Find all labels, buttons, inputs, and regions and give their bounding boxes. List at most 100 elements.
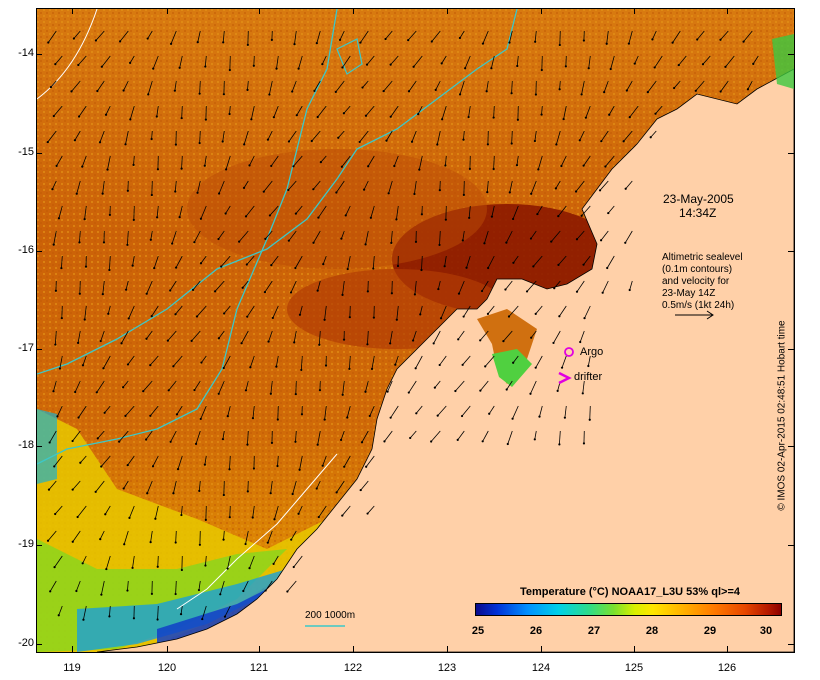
velocity-arrow-head <box>430 440 433 443</box>
velocity-arrow-icon <box>530 230 537 239</box>
velocity-arrow-head <box>267 340 270 343</box>
velocity-arrow-icon <box>132 555 135 568</box>
velocity-arrow-head <box>558 88 561 91</box>
velocity-arrow-head <box>101 192 104 195</box>
velocity-arrow-head <box>102 367 105 370</box>
velocity-arrow-icon <box>437 280 441 290</box>
velocity-arrow-icon <box>229 105 231 115</box>
velocity-arrow-icon <box>295 205 303 214</box>
velocity-arrow-icon <box>655 105 663 114</box>
velocity-arrow-head <box>204 118 207 121</box>
velocity-arrow-head <box>222 493 225 497</box>
velocity-arrow-icon <box>167 330 177 341</box>
velocity-arrow-head <box>167 389 170 392</box>
velocity-arrow-head <box>444 218 447 221</box>
time-label: 14:34Z <box>679 206 717 220</box>
velocity-arrow-icon <box>576 230 585 240</box>
velocity-arrow-head <box>178 216 181 219</box>
velocity-arrow-head <box>412 65 415 68</box>
velocity-arrow-head <box>106 168 109 171</box>
velocity-arrow-icon <box>238 230 249 242</box>
velocity-arrow-icon <box>367 330 369 345</box>
velocity-arrow-head <box>367 165 370 168</box>
velocity-arrow-head <box>127 317 130 320</box>
velocity-arrow-icon <box>54 330 57 345</box>
velocity-arrow-head <box>438 243 441 247</box>
y-tick-label: -19 <box>18 538 34 550</box>
velocity-arrow-head <box>71 439 74 443</box>
velocity-arrow-icon <box>550 230 561 242</box>
velocity-arrow-icon <box>582 380 585 394</box>
colorbar-tick-label: 29 <box>703 625 717 637</box>
velocity-arrow-head <box>262 190 265 193</box>
velocity-arrow-head <box>364 114 368 117</box>
velocity-arrow-icon <box>626 80 633 91</box>
velocity-arrow-icon <box>491 55 495 69</box>
velocity-arrow-icon <box>390 230 393 243</box>
velocity-arrow-icon <box>634 55 639 64</box>
velocity-arrow-head <box>605 42 608 45</box>
velocity-arrow-icon <box>268 330 273 342</box>
velocity-arrow-head <box>252 467 256 470</box>
velocity-arrow-icon <box>365 105 375 116</box>
velocity-arrow-icon <box>414 180 417 195</box>
velocity-arrow-head <box>316 115 319 119</box>
velocity-arrow-icon <box>127 455 135 466</box>
colorbar-tick-label: 27 <box>587 625 601 637</box>
velocity-arrow-head <box>266 541 269 544</box>
velocity-arrow-head <box>53 465 56 468</box>
velocity-arrow-icon <box>74 130 81 141</box>
velocity-arrow-head <box>51 188 54 191</box>
velocity-arrow-icon <box>479 330 489 341</box>
velocity-arrow-head <box>654 112 657 115</box>
colorbar-title: Temperature (°C) NOAA17_L3U 53% ql>=4 <box>520 586 740 598</box>
velocity-arrow-icon <box>129 55 135 64</box>
velocity-arrow-head <box>249 366 252 369</box>
velocity-arrow-icon <box>199 130 201 144</box>
velocity-arrow-head <box>174 190 177 193</box>
velocity-arrow-head <box>244 542 247 546</box>
velocity-arrow-head <box>149 540 152 544</box>
velocity-arrow-head <box>677 63 680 67</box>
velocity-arrow-icon <box>265 230 273 240</box>
velocity-arrow-head <box>169 440 172 443</box>
x-tick-mark <box>259 646 260 652</box>
velocity-arrow-head <box>315 42 318 45</box>
velocity-arrow-head <box>492 116 495 119</box>
velocity-arrow-icon <box>558 255 567 266</box>
velocity-arrow-head <box>382 89 385 93</box>
velocity-arrow-icon <box>293 155 303 167</box>
velocity-arrow-head <box>364 390 367 393</box>
velocity-arrow-head <box>193 388 196 392</box>
velocity-arrow-icon <box>421 255 423 270</box>
velocity-arrow-head <box>242 186 246 189</box>
velocity-arrow-icon <box>47 30 57 43</box>
x-tick-label: 120 <box>157 662 177 674</box>
velocity-arrow-icon <box>102 180 105 194</box>
velocity-arrow-head <box>340 237 343 240</box>
velocity-arrow-head <box>100 65 103 68</box>
velocity-arrow-icon <box>484 355 495 367</box>
y-tick-mark <box>788 251 794 252</box>
velocity-arrow-head <box>390 292 393 295</box>
velocity-arrow-head <box>389 63 392 66</box>
velocity-arrow-icon <box>78 405 87 418</box>
velocity-arrow-head <box>298 313 302 316</box>
velocity-arrow-icon <box>480 380 489 391</box>
x-tick-mark <box>727 8 728 14</box>
velocity-arrow-head <box>124 414 127 418</box>
velocity-arrow-icon <box>336 180 345 193</box>
velocity-arrow-head <box>511 217 515 221</box>
velocity-arrow-head <box>52 243 55 246</box>
velocity-arrow-head <box>312 241 315 244</box>
velocity-arrow-head <box>153 266 156 270</box>
velocity-arrow-icon <box>102 280 105 295</box>
velocity-arrow-icon <box>246 305 255 317</box>
velocity-arrow-head <box>240 342 243 345</box>
velocity-arrow-icon <box>386 130 393 141</box>
velocity-arrow-icon <box>72 530 81 542</box>
x-tick-label: 126 <box>717 662 737 674</box>
velocity-arrow-head <box>246 490 249 493</box>
velocity-arrow-icon <box>341 230 345 239</box>
contour-1000m <box>37 9 518 375</box>
